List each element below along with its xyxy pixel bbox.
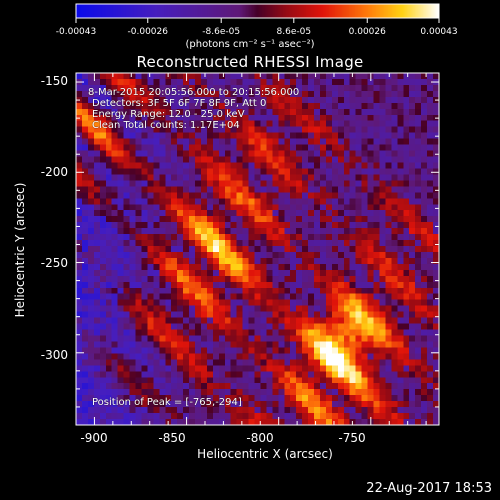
x-tick-label: -750: [338, 431, 366, 445]
annotation-energy-range: Energy Range: 12.0 - 25.0 keV: [92, 109, 245, 120]
y-tick-label: -250: [40, 256, 68, 270]
colorbar-tick-label: -0.00026: [127, 27, 168, 37]
y-axis-label: Heliocentric Y (arcsec): [13, 182, 27, 318]
annotation-time-range: 8-Mar-2015 20:05:56.000 to 20:15:56.000: [88, 87, 300, 98]
colorbar-units: (photons cm⁻² s⁻¹ asec⁻²): [185, 39, 315, 50]
axis-tick-marks: [76, 73, 439, 426]
colorbar: [76, 4, 439, 18]
annotation-detectors: Detectors: 3F 5F 6F 7F 8F 9F, Att 0: [92, 98, 267, 109]
y-tick-label: -150: [40, 74, 68, 88]
y-tick-label: -200: [40, 165, 68, 179]
colorbar-tick-label: 0.00043: [420, 27, 458, 37]
colorbar-tick-label: -8.6e-05: [202, 27, 241, 37]
x-tick-label: -850: [158, 431, 186, 445]
plot-datestamp: 22-Aug-2017 18:53: [366, 481, 492, 496]
x-axis-label: Heliocentric X (arcsec): [197, 447, 333, 461]
x-tick-label: -800: [246, 431, 274, 445]
annotation-method-counts: Clean Total counts: 1.17E+04: [92, 120, 240, 131]
y-tick-label: -300: [40, 348, 68, 362]
x-tick-label: -900: [80, 431, 108, 445]
colorbar-tick-label: -0.00043: [55, 27, 97, 37]
colorbar-tick-label: 8.6e-05: [276, 27, 312, 37]
colorbar-frame: [75, 3, 440, 23]
colorbar-tick-marks: [75, 18, 440, 23]
image-title: Reconstructed RHESSI Image: [136, 53, 364, 71]
colorbar-tick-label: 0.00026: [348, 27, 386, 37]
reconstructed-image-heatmap: [76, 73, 439, 425]
annotation-peak-position: Position of Peak = [-765,-294]: [92, 397, 242, 408]
image-plot-area: 8-Mar-2015 20:05:56.000 to 20:15:56.000 …: [76, 73, 439, 425]
